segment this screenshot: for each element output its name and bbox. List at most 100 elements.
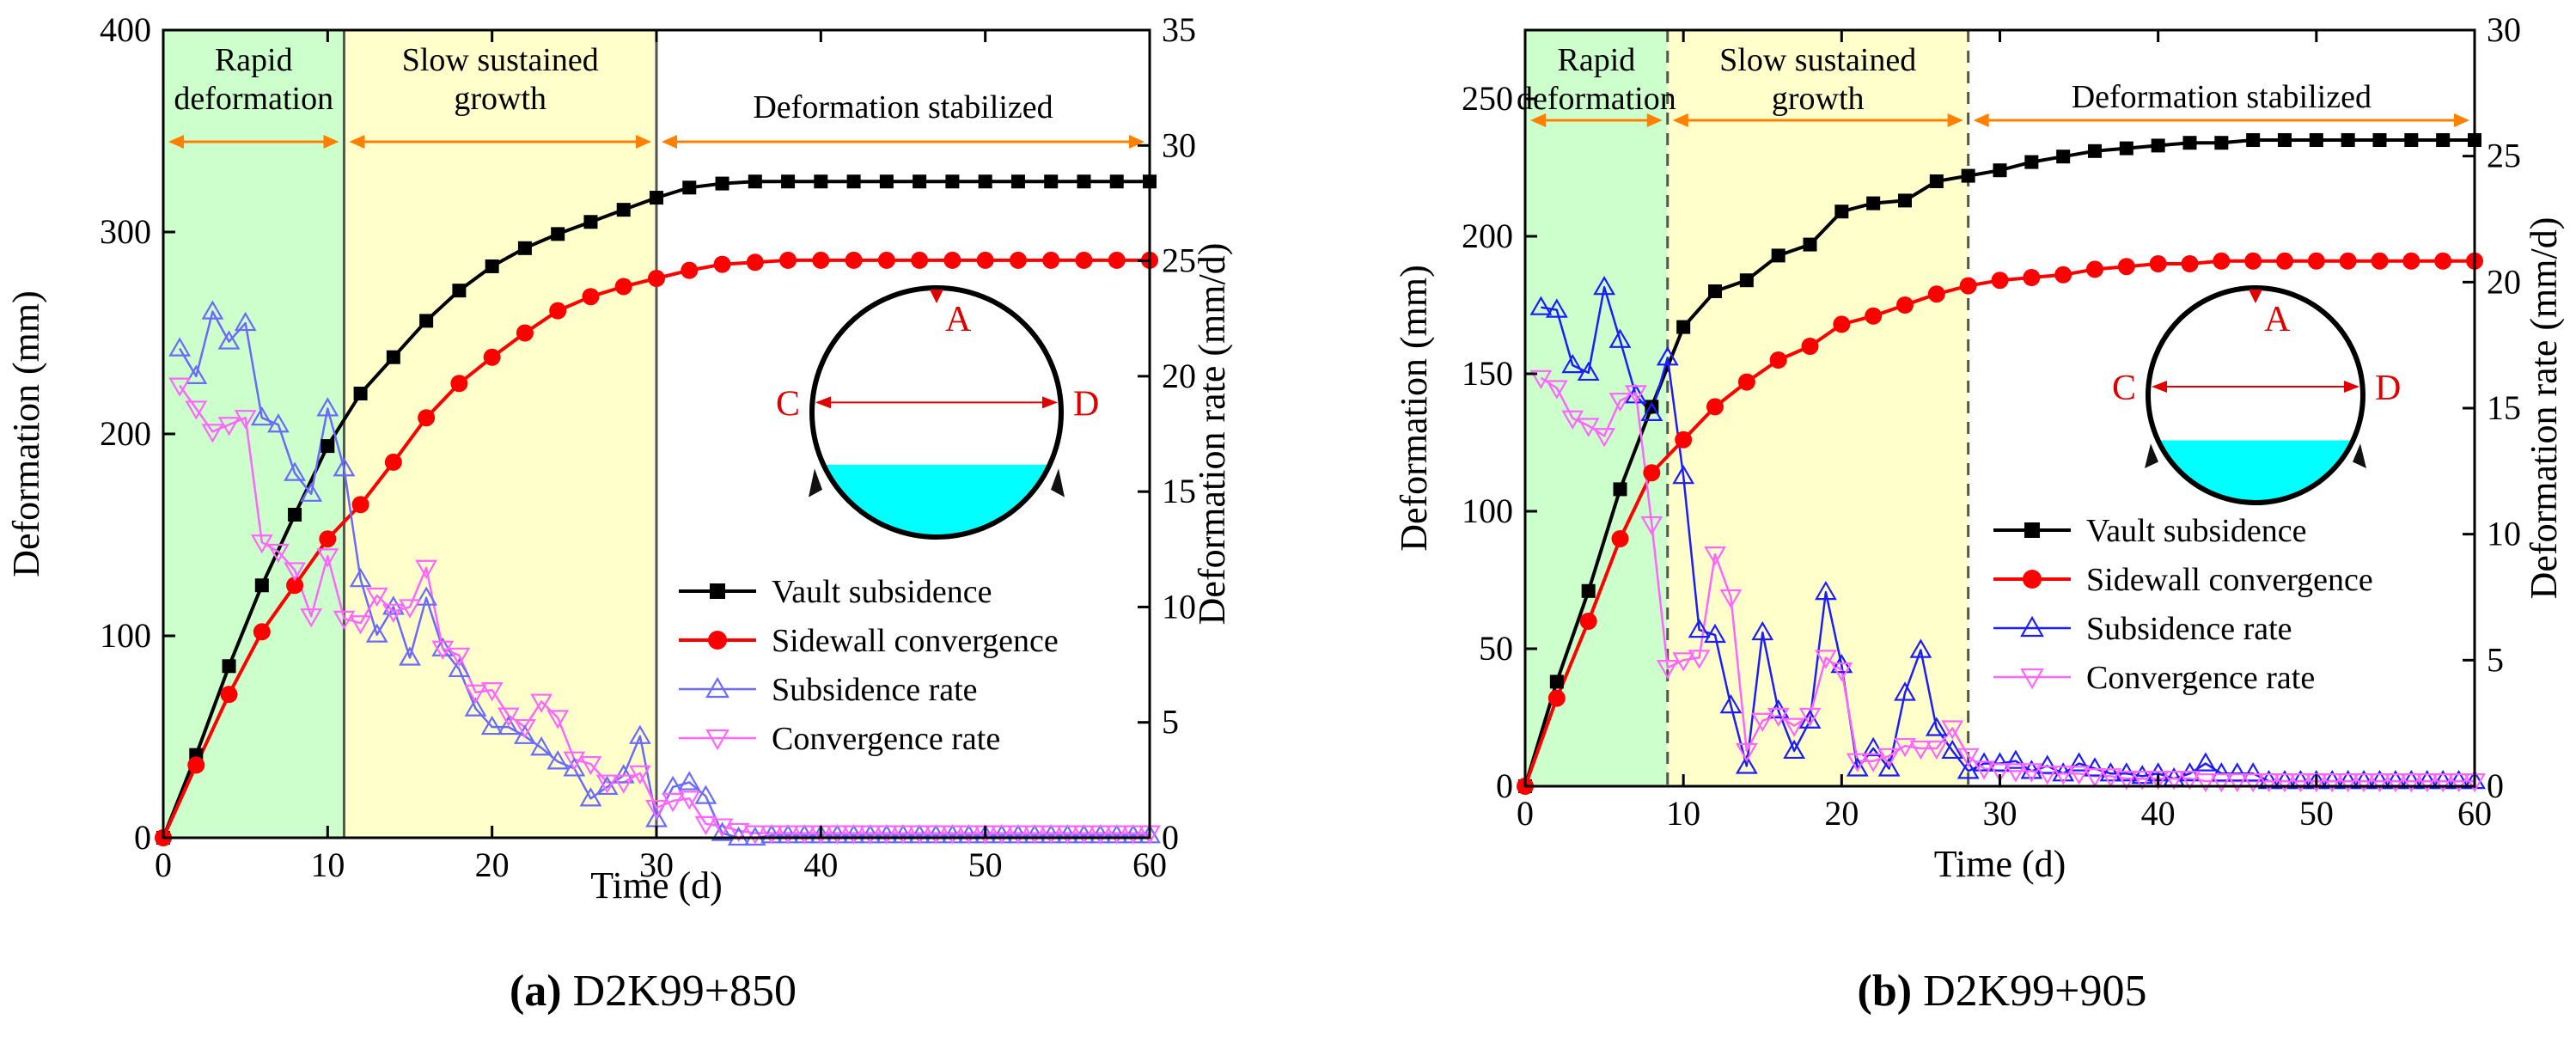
data-point-convergence-rate	[201, 424, 224, 443]
data-point-sidewall-convergence	[1643, 464, 1661, 482]
data-point-convergence-rate	[908, 825, 931, 845]
data-point-convergence-rate	[628, 765, 651, 784]
data-point-subsidence-rate	[678, 771, 701, 791]
tunnel-cross-section-inset: A C D	[2112, 285, 2401, 505]
phase-label-rapid-2: deformation	[174, 81, 333, 117]
data-point-subsidence-rate	[546, 750, 570, 770]
y2-axis-title: Deformation rate (mm/d)	[2523, 217, 2565, 600]
data-point-subsidence-rate	[1593, 276, 1615, 296]
inset-label-c: C	[2112, 369, 2136, 408]
data-point-vault-subsidence	[551, 227, 565, 241]
data-point-convergence-rate	[1672, 652, 1695, 672]
data-point-subsidence-rate	[333, 457, 356, 477]
data-point-sidewall-convergence	[648, 270, 665, 288]
data-point-sidewall-convergence	[2307, 252, 2325, 270]
data-point-convergence-rate	[793, 825, 816, 845]
data-point-convergence-rate	[2368, 773, 2391, 793]
data-point-subsidence-rate	[1688, 618, 1711, 638]
data-point-convergence-rate	[826, 825, 849, 845]
data-point-subsidence-rate	[595, 775, 619, 796]
phase-label-rapid-1: Rapid	[1557, 42, 1635, 78]
data-point-sidewall-convergence	[681, 261, 699, 279]
data-point-convergence-rate	[727, 822, 750, 843]
data-point-subsidence-rate	[1640, 401, 1663, 421]
data-point-convergence-rate	[1815, 650, 1837, 669]
data-point-convergence-rate	[2036, 766, 2059, 785]
phase-label-stabilized: Deformation stabilized	[2072, 79, 2372, 115]
data-point-subsidence-rate	[1735, 754, 1758, 774]
legend-label-subsidence-rate: Subsidence rate	[772, 672, 978, 708]
data-point-subsidence-rate	[2274, 769, 2296, 790]
caption-text: D2K99+850	[562, 967, 797, 1016]
data-point-subsidence-rate	[2225, 762, 2249, 782]
data-point-subsidence-rate	[1751, 620, 1774, 641]
inset-tunnel-outline	[2146, 285, 2365, 505]
data-point-convergence-rate	[349, 615, 372, 635]
data-point-subsidence-rate	[2368, 769, 2391, 790]
data-point-convergence-rate	[1877, 748, 1901, 767]
y2-tick-label: 10	[1162, 587, 1196, 626]
data-point-sidewall-convergence	[1833, 315, 1851, 333]
data-point-convergence-rate	[1577, 418, 1600, 437]
data-point-convergence-rate	[2084, 768, 2106, 788]
data-point-convergence-rate	[1941, 720, 1964, 740]
caption-text: D2K99+905	[1912, 967, 2146, 1016]
data-point-vault-subsidence	[2151, 138, 2165, 153]
data-point-vault-subsidence	[2278, 133, 2292, 147]
data-point-convergence-rate	[1767, 707, 1790, 728]
data-point-sidewall-convergence	[1547, 689, 1566, 707]
data-point-sidewall-convergence	[1896, 296, 1914, 314]
data-point-subsidence-rate	[234, 311, 257, 332]
y2-tick-label: 0	[1162, 818, 1179, 857]
data-point-subsidence-rate	[2415, 769, 2439, 790]
data-point-sidewall-convergence	[1108, 251, 1126, 269]
data-point-convergence-rate	[2067, 766, 2091, 785]
data-point-subsidence-rate	[284, 461, 306, 481]
y2-tick-label: 35	[1162, 10, 1196, 49]
data-point-convergence-rate	[2194, 773, 2217, 793]
data-point-subsidence-rate	[1909, 638, 1932, 658]
data-point-subsidence-rate	[431, 637, 455, 656]
data-point-subsidence-rate	[563, 757, 586, 777]
data-point-subsidence-rate	[1894, 681, 1916, 701]
y-tick-label: 400	[100, 10, 151, 49]
phase-bg-rapid	[1525, 30, 1668, 786]
x-tick-label: 10	[1666, 794, 1700, 833]
data-point-vault-subsidence	[879, 174, 894, 189]
inset-c-arrowhead	[2152, 381, 2167, 393]
data-point-subsidence-rate	[201, 300, 224, 320]
x-tick-label: 0	[155, 845, 172, 884]
data-point-convergence-rate	[2415, 773, 2439, 793]
data-point-convergence-rate	[1988, 763, 2011, 783]
data-point-convergence-rate	[2210, 773, 2233, 793]
data-point-subsidence-rate	[1862, 736, 1885, 757]
data-point-vault-subsidence	[1771, 248, 1785, 263]
data-point-vault-subsidence	[1803, 237, 1817, 252]
data-point-convergence-rate	[1545, 380, 1568, 400]
data-point-subsidence-rate	[579, 787, 602, 807]
data-point-convergence-rate	[1089, 825, 1112, 845]
data-point-vault-subsidence	[1676, 320, 1691, 334]
data-point-convergence-rate	[694, 815, 717, 836]
x-tick-label: 20	[475, 845, 510, 884]
data-point-convergence-rate	[2005, 763, 2027, 783]
data-point-vault-subsidence	[978, 174, 992, 189]
data-point-sidewall-convergence	[2371, 252, 2389, 270]
data-point-convergence-rate	[1909, 740, 1932, 760]
data-point-convergence-rate	[431, 640, 455, 660]
data-point-convergence-rate	[1830, 662, 1853, 682]
data-point-convergence-rate	[645, 799, 668, 820]
data-point-convergence-rate	[514, 718, 536, 739]
data-point-sidewall-convergence	[2117, 258, 2135, 276]
data-point-vault-subsidence	[913, 174, 927, 189]
x-tick-label: 40	[2141, 794, 2176, 833]
data-point-convergence-rate	[1056, 825, 1079, 845]
data-point-convergence-rate	[1751, 712, 1774, 732]
data-point-convergence-rate	[2336, 773, 2359, 793]
data-point-subsidence-rate	[1608, 328, 1632, 348]
data-point-sidewall-convergence	[2023, 269, 2041, 286]
data-point-subsidence-rate	[497, 715, 520, 736]
data-point-convergence-rate	[662, 792, 685, 813]
data-point-convergence-rate	[1925, 740, 1948, 760]
data-point-sidewall-convergence	[450, 375, 468, 393]
